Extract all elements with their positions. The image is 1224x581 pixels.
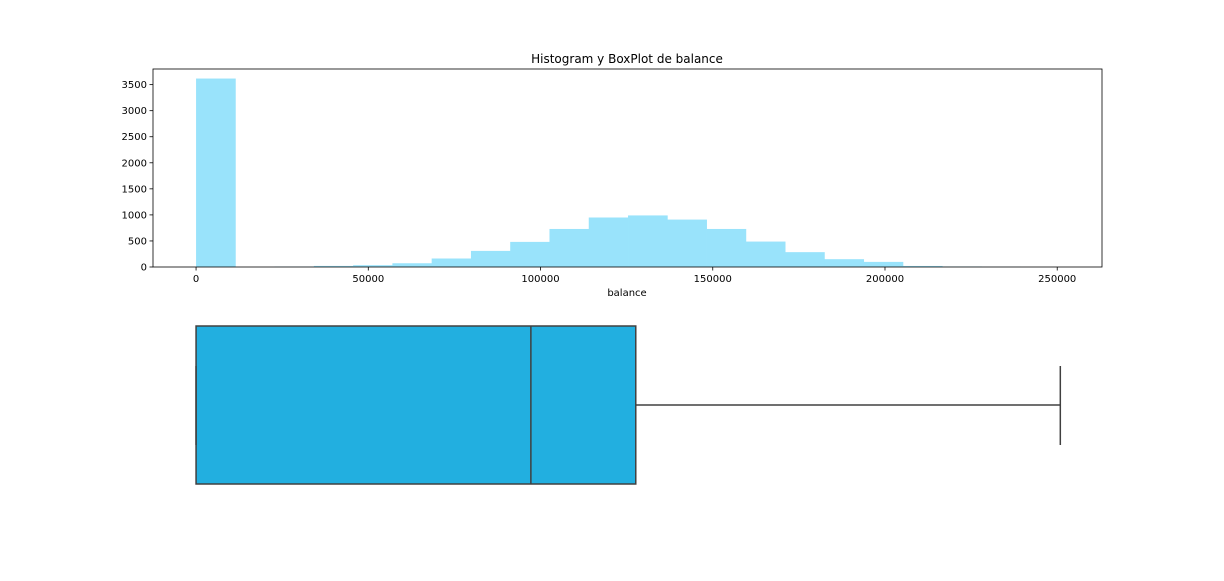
histogram-bar <box>471 251 511 267</box>
histogram-bar <box>707 229 747 267</box>
histogram-bar <box>549 229 589 267</box>
box-iqr <box>196 326 636 484</box>
y-tick-label: 1500 <box>122 184 147 195</box>
x-tick-label: 200000 <box>866 274 904 285</box>
y-tick-label: 500 <box>128 236 147 247</box>
x-axis-label: balance <box>607 288 646 299</box>
y-tick-label: 2000 <box>122 158 147 169</box>
histogram-bar <box>785 252 825 267</box>
x-axis-ticks: 0 50000 100000 150000 200000 250000 <box>193 267 1076 285</box>
histogram-bar <box>864 262 904 267</box>
x-tick-label: 150000 <box>694 274 732 285</box>
x-tick-label: 50000 <box>352 274 384 285</box>
histogram-bar <box>824 259 864 267</box>
x-tick-label: 100000 <box>521 274 559 285</box>
histogram-bar <box>392 263 432 267</box>
chart-title: Histogram y BoxPlot de balance <box>531 52 723 66</box>
histogram-bar <box>589 218 629 268</box>
histogram-bar <box>196 79 236 267</box>
histogram-bar <box>746 242 786 267</box>
y-tick-label: 3500 <box>122 80 147 91</box>
y-tick-label: 2500 <box>122 132 147 143</box>
boxplot-chart <box>196 326 1060 484</box>
y-tick-label: 3000 <box>122 106 147 117</box>
y-axis-ticks: 0 500 1000 1500 2000 2500 3000 3500 <box>122 80 153 273</box>
y-tick-label: 1000 <box>122 210 147 221</box>
y-tick-label: 0 <box>141 263 147 274</box>
x-tick-label: 250000 <box>1038 274 1076 285</box>
histogram-bar <box>432 259 472 267</box>
histogram-chart: Histogram y BoxPlot de balance 0 50000 100… <box>122 52 1102 299</box>
histogram-bar <box>667 220 707 267</box>
histogram-bars <box>196 79 1021 267</box>
histogram-bar <box>628 215 668 267</box>
x-tick-label: 0 <box>193 274 199 285</box>
histogram-bar <box>510 242 550 267</box>
